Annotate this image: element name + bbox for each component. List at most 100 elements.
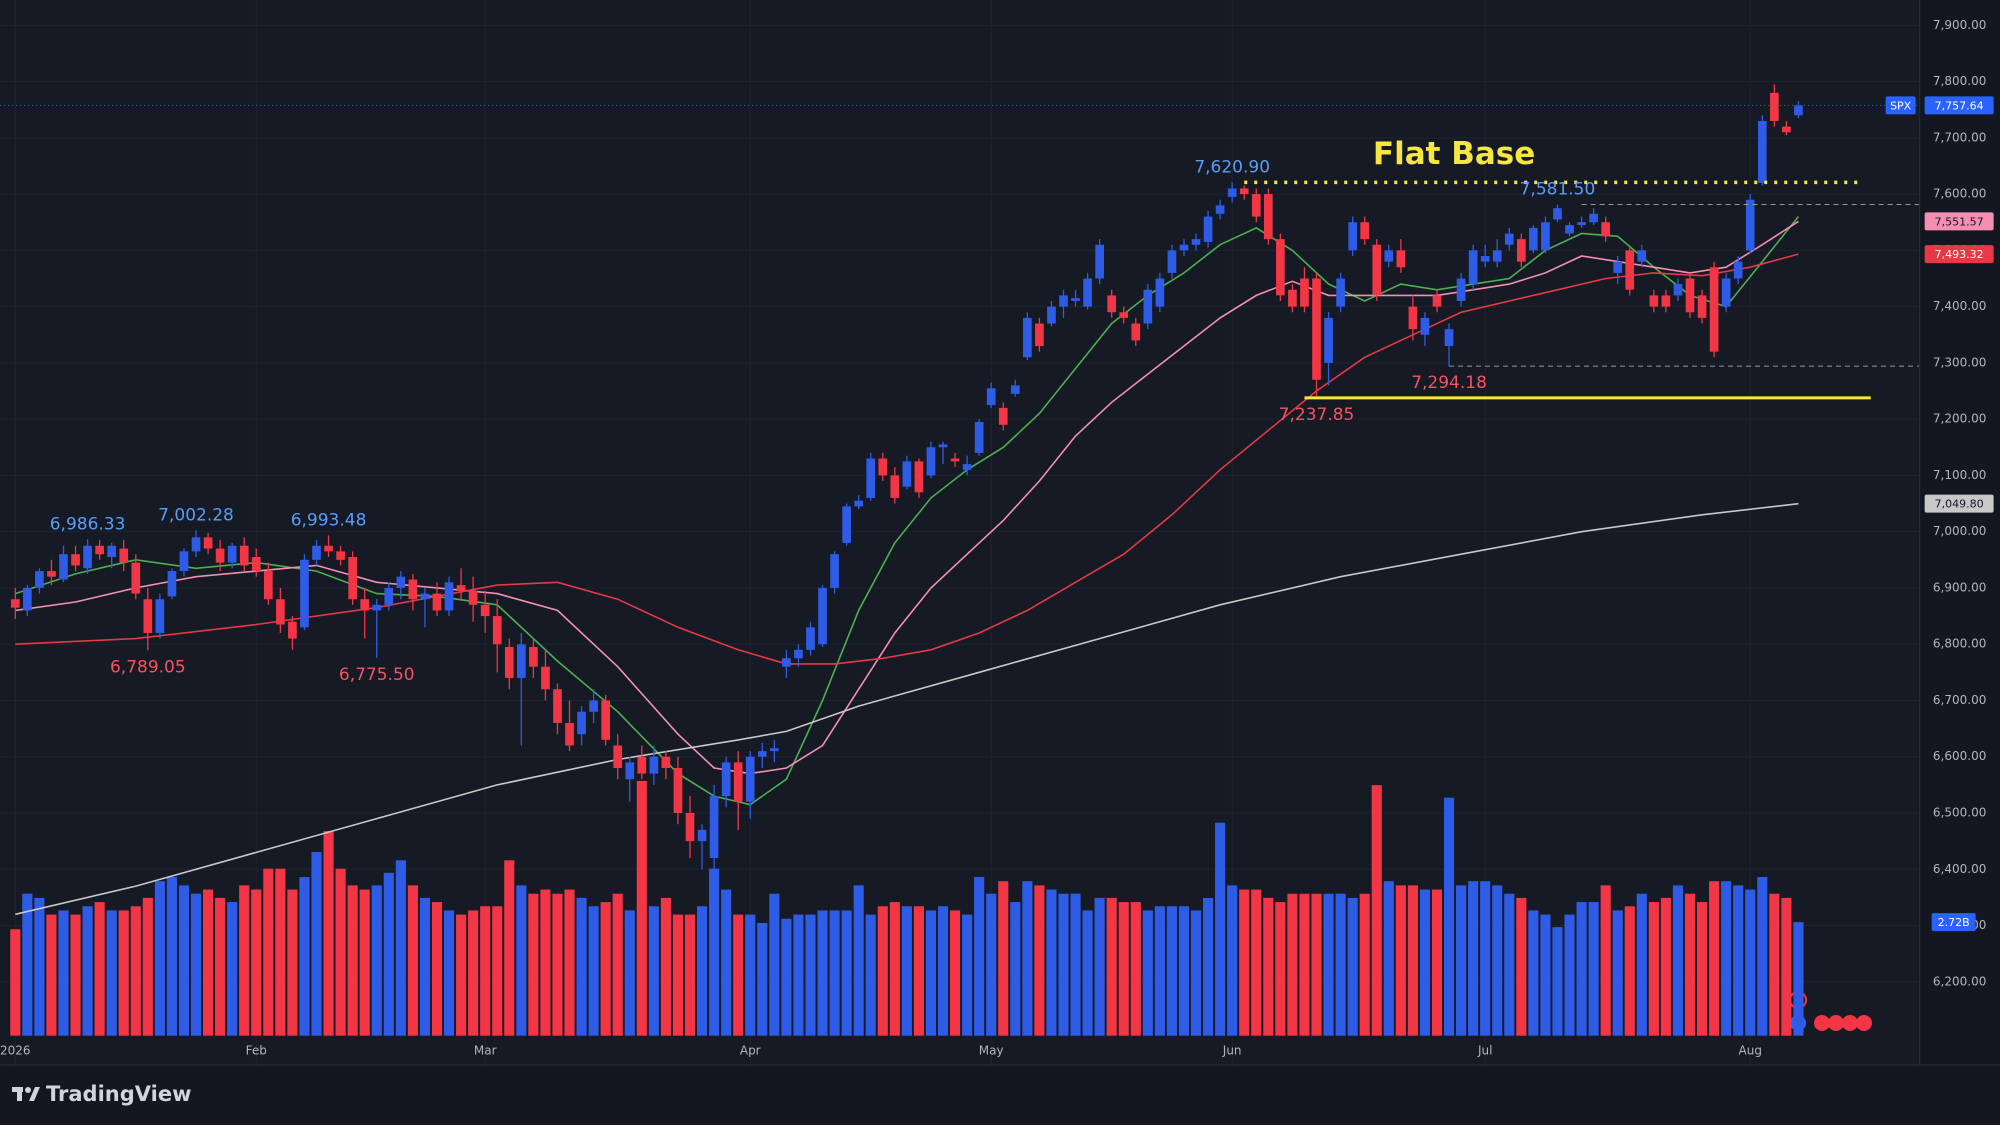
candle-body (59, 554, 68, 580)
price-annotation: 7,581.50 (1520, 180, 1596, 200)
candle-body (1143, 289, 1153, 324)
volume-bar (1588, 902, 1599, 1036)
candle-body (950, 458, 960, 462)
event-icon[interactable] (1828, 1015, 1844, 1031)
candle-body (986, 388, 996, 406)
brand[interactable]: TradingView (46, 1082, 191, 1106)
candle-body (926, 447, 936, 476)
volume-bar (251, 889, 262, 1036)
logo-mark (25, 1087, 31, 1093)
volume-bar (1504, 893, 1515, 1036)
candle-body (432, 593, 442, 611)
volume-bar (1263, 897, 1274, 1036)
candle-body (300, 559, 309, 628)
volume-bar (1106, 897, 1117, 1036)
volume-bar (1745, 889, 1756, 1036)
volume-bar (1010, 902, 1021, 1036)
x-tick-label: Feb (246, 1044, 267, 1058)
candle-body (1432, 295, 1442, 307)
candle-body (444, 582, 454, 611)
volume-bar (1407, 885, 1418, 1036)
volume-bar (1624, 906, 1635, 1036)
volume-bar (419, 897, 431, 1036)
candle-body (1577, 222, 1586, 226)
event-icon[interactable] (1814, 1015, 1830, 1031)
candle-body (348, 556, 357, 600)
volume-bar (1456, 885, 1467, 1036)
candle-body (1167, 250, 1177, 273)
candle-body (914, 461, 924, 493)
volume-bar (504, 860, 515, 1036)
volume-bar (1721, 881, 1732, 1036)
volume-bar (1672, 885, 1684, 1036)
volume-bar (70, 914, 81, 1036)
volume-bar (805, 914, 816, 1036)
candle-body (1047, 306, 1056, 324)
candle-body (1529, 227, 1538, 251)
candle-body (782, 658, 791, 667)
candle-body (1504, 233, 1514, 245)
volume-bar (709, 868, 720, 1036)
volume-bar (190, 893, 202, 1036)
volume-bar (817, 910, 828, 1036)
volume-bar (395, 860, 406, 1036)
candle-body (866, 458, 876, 498)
price-annotation: 7,294.18 (1411, 373, 1487, 393)
volume-bar (1395, 885, 1406, 1036)
candle-body (1625, 250, 1635, 290)
event-icon[interactable] (1856, 1015, 1872, 1031)
volume-bar (1082, 910, 1093, 1036)
candle-body (757, 751, 767, 757)
volume-bar (142, 897, 153, 1036)
candle-body (1685, 278, 1695, 313)
candle-body (107, 545, 117, 557)
candle-body (1227, 188, 1237, 197)
candle-body (492, 616, 502, 645)
volume-bar (407, 885, 418, 1036)
volume-bar (913, 906, 924, 1036)
candle-body (673, 767, 683, 813)
candle-body (336, 551, 345, 560)
volume-bar (528, 893, 539, 1036)
volume-bar (1443, 797, 1455, 1036)
price-annotation: 6,993.48 (291, 510, 367, 530)
volume-bar (1347, 897, 1358, 1036)
volume-bar (600, 902, 611, 1036)
candle-body (661, 756, 671, 768)
candle-body (709, 796, 719, 859)
candle-body (1601, 222, 1611, 237)
candle-body (1348, 222, 1357, 251)
candle-body (83, 545, 92, 569)
price-tag (1924, 96, 1994, 115)
candle-body (794, 649, 803, 659)
candle-body (1661, 295, 1671, 307)
candle-body (1516, 239, 1526, 262)
volume-bar (1431, 889, 1443, 1036)
volume-bar (1058, 893, 1069, 1036)
price-annotation: 6,775.50 (339, 665, 415, 685)
event-icon[interactable] (1842, 1015, 1858, 1031)
candle-body (372, 604, 382, 611)
volume-bar (94, 902, 105, 1036)
volume-bar (540, 889, 551, 1036)
volume-bar (166, 877, 177, 1036)
volume-bar (1564, 914, 1575, 1036)
y-tick-label: 7,400.00 (1933, 299, 1986, 313)
candle-body (1408, 306, 1418, 330)
candle-body (721, 762, 731, 797)
y-tick-label: 7,000.00 (1933, 524, 1986, 538)
candle-body (1697, 295, 1707, 318)
x-tick-label: Aug (1739, 1044, 1762, 1058)
volume-bar (154, 881, 165, 1036)
volume-bar (456, 914, 467, 1036)
volume-bar (82, 906, 93, 1036)
candle-body (1191, 239, 1201, 245)
volume-bar (1516, 897, 1527, 1036)
volume-bar (1660, 897, 1671, 1036)
volume-bar (1203, 897, 1214, 1036)
volume-bar (1468, 881, 1479, 1036)
volume-bar (612, 893, 623, 1036)
volume-bar (937, 906, 949, 1036)
candle-body (1023, 317, 1032, 358)
